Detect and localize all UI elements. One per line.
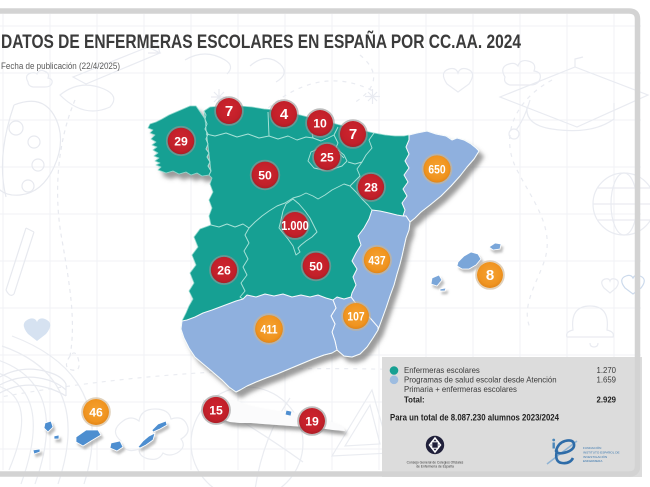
svg-text:Primaria + enfermeras escolare: Primaria + enfermeras escolares	[404, 385, 517, 394]
svg-text:25: 25	[320, 151, 334, 165]
svg-text:46: 46	[89, 406, 103, 420]
svg-text:107: 107	[347, 310, 364, 324]
svg-text:437: 437	[368, 254, 385, 268]
svg-text:29: 29	[174, 135, 188, 149]
svg-text:650: 650	[428, 163, 445, 177]
svg-text:Consejo General de Colegios Of: Consejo General de Colegios Oficiales	[407, 461, 464, 465]
svg-text:7: 7	[349, 126, 357, 143]
svg-text:411: 411	[260, 323, 277, 337]
svg-text:28: 28	[364, 181, 378, 195]
svg-text:ENFERMERA: ENFERMERA	[583, 459, 603, 463]
svg-text:1.000: 1.000	[281, 218, 309, 233]
svg-text:50: 50	[309, 260, 323, 274]
svg-text:19: 19	[305, 415, 319, 429]
svg-text:Programas de salud escolar des: Programas de salud escolar desde Atenció…	[404, 376, 557, 385]
svg-text:INVESTIGACIÓN: INVESTIGACIÓN	[583, 454, 607, 459]
svg-text:1.270: 1.270	[596, 366, 616, 375]
svg-text:Enfermeras escolares: Enfermeras escolares	[404, 366, 480, 375]
svg-text:1.659: 1.659	[596, 376, 616, 385]
svg-text:de Enfermería de España: de Enfermería de España	[416, 465, 454, 469]
svg-text:8: 8	[486, 267, 494, 284]
svg-text:Total:: Total:	[404, 396, 425, 405]
svg-text:Para un total de 8.087.230 alu: Para un total de 8.087.230 alumnos 2023/…	[390, 412, 559, 422]
svg-text:Fecha de publicación (22/4/202: Fecha de publicación (22/4/2025)	[1, 61, 120, 71]
svg-text:15: 15	[209, 404, 223, 418]
svg-text:26: 26	[217, 264, 231, 278]
svg-text:INSTITUTO ESPAÑOL DE: INSTITUTO ESPAÑOL DE	[583, 449, 620, 454]
svg-text:2.929: 2.929	[596, 396, 616, 405]
svg-text:4: 4	[280, 106, 289, 123]
svg-text:DATOS DE ENFERMERAS ESCOLARES: DATOS DE ENFERMERAS ESCOLARES EN ESPAÑA …	[1, 30, 521, 53]
svg-text:10: 10	[313, 117, 327, 131]
svg-text:FUNDACIÓN: FUNDACIÓN	[583, 445, 601, 450]
svg-text:7: 7	[225, 103, 233, 120]
svg-text:50: 50	[258, 169, 272, 183]
